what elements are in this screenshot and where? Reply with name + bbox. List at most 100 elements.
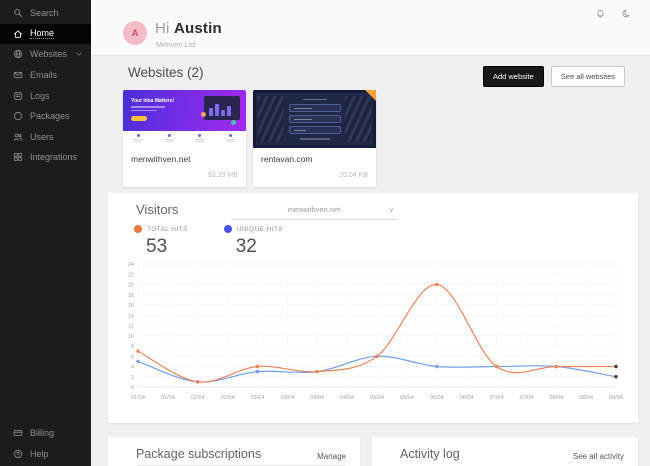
sidebar-item-label: Integrations <box>30 152 78 163</box>
sidebar-item-label: Help <box>30 448 49 459</box>
package-subscriptions-title: Package subscriptions <box>136 447 262 461</box>
package-subscriptions-card: Package subscriptions Manage <box>108 437 360 466</box>
svg-text:07/04: 07/04 <box>490 395 504 401</box>
svg-text:02/04: 02/04 <box>221 395 235 401</box>
manage-link[interactable]: Manage <box>317 452 346 461</box>
website-select-dropdown[interactable]: menwithven.net ∨ <box>231 203 397 220</box>
sidebar-item-users[interactable]: Users <box>0 127 91 148</box>
svg-text:20: 20 <box>128 283 134 289</box>
home-icon <box>13 29 23 39</box>
svg-text:09/04: 09/04 <box>609 395 623 401</box>
bell-icon[interactable] <box>595 8 606 19</box>
search-icon <box>13 8 23 18</box>
sidebar-item-label: Billing <box>30 428 55 439</box>
svg-text:03/04: 03/04 <box>280 395 294 401</box>
website-domain: rentavan.com <box>261 154 313 164</box>
sidebar-bottom-nav: Billing Help <box>0 423 91 464</box>
legend-dot <box>223 225 232 233</box>
avatar: A <box>123 21 147 45</box>
svg-text:0: 0 <box>131 385 134 391</box>
svg-text:24: 24 <box>128 262 134 268</box>
svg-text:12: 12 <box>128 324 134 330</box>
website-cards-row: Your Idea Matters! menwithven.net 92.29 … <box>123 90 376 187</box>
sidebar-item-search[interactable]: Search <box>0 3 91 24</box>
greeting: Hi Austin <box>155 20 222 37</box>
legend-unique-hits: UNIQUE HITS 32 <box>223 225 284 258</box>
websites-actions: Add website See all websites <box>482 66 625 87</box>
visitors-legend: TOTAL HITS 53 UNIQUE HITS 32 <box>134 225 283 258</box>
svg-text:06/04: 06/04 <box>460 395 474 401</box>
sidebar-item-label: Search <box>30 8 59 19</box>
svg-text:03/04: 03/04 <box>251 395 265 401</box>
svg-text:05/04: 05/04 <box>370 395 384 401</box>
activity-log-title: Activity log <box>400 447 460 461</box>
website-select-value: menwithven.net <box>287 205 341 214</box>
website-card-info: menwithven.net 92.29 MB <box>123 148 246 179</box>
legend-label: UNIQUE HITS <box>236 225 284 233</box>
header-band <box>91 0 650 56</box>
svg-text:6: 6 <box>131 354 134 360</box>
svg-text:16: 16 <box>128 303 134 309</box>
svg-text:22: 22 <box>128 272 134 278</box>
svg-text:10: 10 <box>128 334 134 340</box>
mail-icon <box>13 70 23 80</box>
topbar-icons <box>595 8 632 19</box>
integrations-icon <box>13 152 23 162</box>
see-all-websites-button[interactable]: See all websites <box>550 66 625 87</box>
svg-text:2: 2 <box>131 375 134 381</box>
legend-value: 32 <box>235 236 257 257</box>
thumb-cta-button <box>131 116 147 121</box>
moon-icon[interactable] <box>621 8 632 19</box>
sidebar-item-label: Emails <box>30 70 58 81</box>
svg-text:08/04: 08/04 <box>549 395 563 401</box>
svg-text:07/04: 07/04 <box>519 395 533 401</box>
visitors-title: Visitors <box>136 202 179 217</box>
sidebar-item-label: Home <box>30 28 55 40</box>
svg-text:04/04: 04/04 <box>310 395 324 401</box>
website-card-menwithven.net[interactable]: Your Idea Matters! menwithven.net 92.29 … <box>123 90 246 187</box>
sidebar-item-help[interactable]: Help <box>0 443 91 464</box>
svg-text:06/04: 06/04 <box>430 395 444 401</box>
svg-text:01/04: 01/04 <box>161 395 175 401</box>
sidebar-item-websites[interactable]: Websites <box>0 44 91 65</box>
package-icon <box>13 111 23 121</box>
sidebar: Search Home Websites Emails Logs Packages User… <box>0 0 91 466</box>
website-thumbnail: Your Idea Matters! <box>123 90 246 148</box>
website-domain: menwithven.net <box>131 154 191 164</box>
legend-value: 53 <box>146 236 168 257</box>
sidebar-item-label: Users <box>30 131 54 142</box>
activity-log-card: Activity log See all activity <box>372 437 638 466</box>
logs-icon <box>13 91 23 101</box>
billing-icon <box>13 428 23 438</box>
website-size: 20.04 KB <box>339 172 368 179</box>
sidebar-item-integrations[interactable]: Integrations <box>0 147 91 168</box>
sidebar-item-home[interactable]: Home <box>0 23 91 45</box>
sidebar-item-billing[interactable]: Billing <box>0 423 91 444</box>
users-icon <box>13 132 23 142</box>
svg-text:05/04: 05/04 <box>400 395 414 401</box>
chevron-down-icon: ∨ <box>388 207 394 214</box>
website-size: 92.29 MB <box>208 172 238 179</box>
add-website-button[interactable]: Add website <box>482 66 544 87</box>
svg-text:8: 8 <box>131 344 134 350</box>
legend-total-hits: TOTAL HITS 53 <box>134 225 188 258</box>
svg-text:14: 14 <box>128 313 134 319</box>
sidebar-item-label: Packages <box>30 111 70 122</box>
sidebar-item-label: Websites <box>30 49 67 60</box>
svg-text:01/04: 01/04 <box>131 395 145 401</box>
sidebar-item-label: Logs <box>30 90 50 101</box>
svg-text:08/04: 08/04 <box>579 395 593 401</box>
help-icon <box>13 449 23 459</box>
sidebar-item-emails[interactable]: Emails <box>0 65 91 86</box>
visitors-card: Visitors menwithven.net ∨ TOTAL HITS 53 … <box>108 193 638 423</box>
see-all-activity-link[interactable]: See all activity <box>572 452 624 461</box>
sidebar-item-packages[interactable]: Packages <box>0 106 91 127</box>
website-card-rentavan.com[interactable]: rentavan.com 20.04 KB <box>253 90 376 187</box>
company-name: Menven Ltd <box>156 40 196 49</box>
website-card-info: rentavan.com 20.04 KB <box>253 148 376 179</box>
user-name: Austin <box>173 20 222 37</box>
sidebar-item-logs[interactable]: Logs <box>0 85 91 106</box>
legend-dot <box>134 225 142 233</box>
svg-text:04/04: 04/04 <box>340 395 354 401</box>
